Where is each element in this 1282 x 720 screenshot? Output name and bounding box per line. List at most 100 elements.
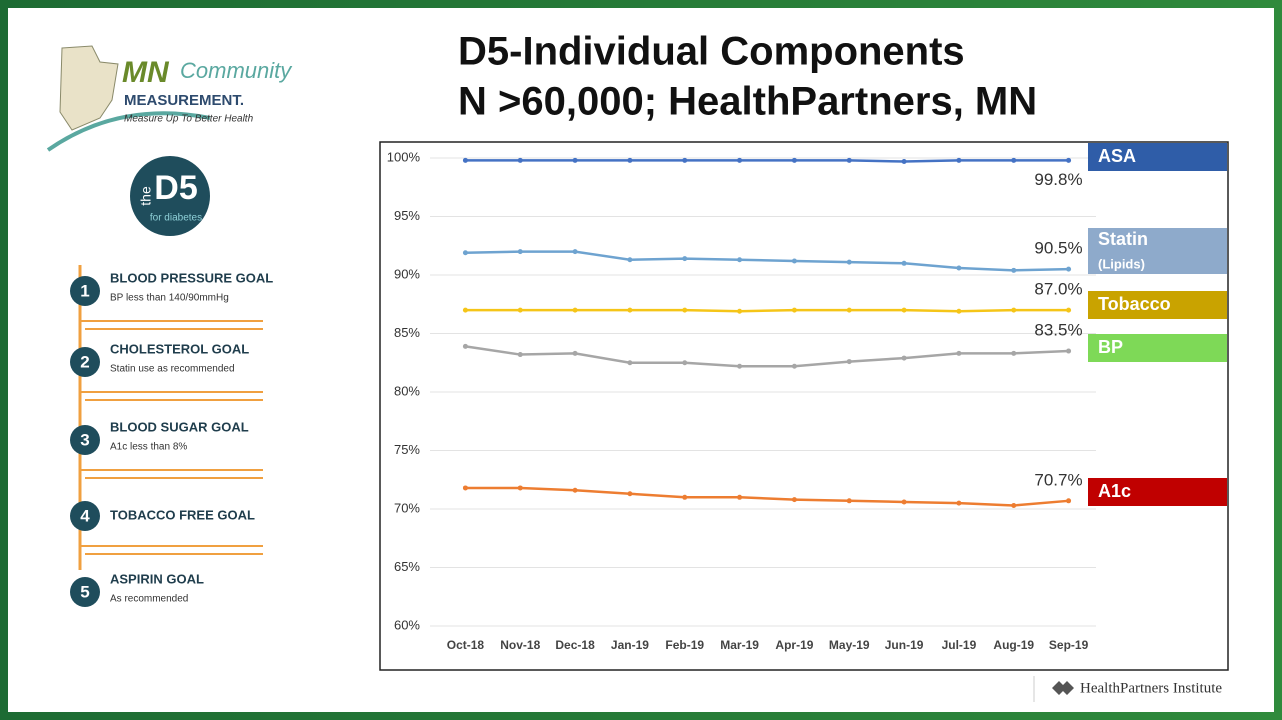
data-point (517, 249, 523, 255)
series-line (465, 308, 1069, 313)
y-tick-label: 95% (394, 208, 420, 223)
series-line (465, 250, 1069, 272)
title: D5-Individual Components (458, 30, 965, 74)
x-tick-label: Oct-18 (447, 638, 485, 652)
data-point (737, 363, 743, 369)
goal-detail: BP less than 140/90mmHg (110, 293, 229, 304)
y-tick-label: 75% (394, 442, 420, 457)
data-point (1066, 348, 1072, 354)
x-tick-label: Mar-19 (720, 638, 759, 652)
data-point (627, 360, 633, 366)
badge-sub: for diabetes (150, 213, 202, 224)
goal-badge (70, 347, 100, 377)
data-point (956, 308, 962, 314)
data-point (1066, 498, 1072, 504)
x-tick-label: Feb-19 (665, 638, 704, 652)
y-tick-label: 70% (394, 500, 420, 515)
footer-brand: HealthPartners Institute (1080, 680, 1222, 696)
data-point (791, 307, 797, 313)
data-point (846, 259, 852, 265)
data-point (846, 157, 852, 163)
goal-badge (70, 577, 100, 607)
data-point (682, 307, 688, 313)
legend-label: Tobacco (1098, 294, 1171, 314)
series-line (465, 486, 1069, 507)
x-tick-label: Sep-19 (1049, 638, 1089, 652)
legend-label: A1c (1098, 481, 1131, 501)
legend-label: BP (1098, 337, 1123, 357)
data-point (846, 307, 852, 313)
x-tick-label: Jun-19 (885, 638, 924, 652)
data-point (627, 307, 633, 313)
legend-swatch (1088, 143, 1227, 171)
data-point (846, 359, 852, 365)
goal-detail: As recommended (110, 594, 188, 605)
x-tick-label: May-19 (829, 638, 870, 652)
data-point (901, 499, 907, 505)
data-point (737, 494, 743, 500)
logo-mn: MN (122, 56, 170, 89)
data-point (572, 307, 578, 313)
data-point (682, 494, 688, 500)
data-point (1066, 266, 1072, 272)
series-line (465, 159, 1069, 163)
legend-swatch (1088, 228, 1227, 274)
data-point (462, 157, 468, 163)
data-point (572, 350, 578, 356)
goal-number: 5 (80, 582, 89, 601)
y-tick-label: 80% (394, 383, 420, 398)
value-label: 99.8% (1034, 170, 1082, 189)
goal-badge (70, 276, 100, 306)
legend-swatch (1088, 291, 1227, 319)
goal-detail: A1c less than 8% (110, 442, 187, 453)
data-point (627, 157, 633, 163)
chart-frame (379, 141, 1229, 671)
y-tick-label: 60% (394, 617, 420, 632)
value-label: 90.5% (1034, 239, 1082, 258)
y-tick-label: 90% (394, 266, 420, 281)
data-point (1066, 157, 1072, 163)
goal-number: 3 (80, 430, 89, 449)
x-tick-label: Nov-18 (500, 638, 540, 652)
legend-label: ASA (1098, 146, 1136, 166)
data-point (572, 487, 578, 493)
badge-d5: D5 (154, 169, 197, 207)
badge-the: the (138, 186, 154, 206)
x-tick-label: Jul-19 (942, 638, 977, 652)
y-tick-label: 100% (387, 149, 421, 164)
data-point (517, 485, 523, 491)
goal-badge (70, 501, 100, 531)
logo-swoosh (46, 111, 211, 152)
data-point (1011, 307, 1017, 313)
goal-number: 2 (80, 352, 89, 371)
goal-number: 1 (80, 281, 89, 300)
data-point (462, 250, 468, 256)
logo-map (59, 45, 119, 131)
data-point (682, 157, 688, 163)
y-tick-label: 65% (394, 559, 420, 574)
goal-title: BLOOD SUGAR GOAL (110, 419, 249, 434)
data-point (572, 157, 578, 163)
data-point (462, 485, 468, 491)
legend-swatch (1088, 478, 1227, 506)
data-point (791, 157, 797, 163)
goal-title: TOBACCO FREE GOAL (110, 507, 255, 522)
data-point (517, 307, 523, 313)
data-point (956, 500, 962, 506)
data-point (956, 265, 962, 271)
data-point (901, 307, 907, 313)
goal-title: ASPIRIN GOAL (110, 571, 204, 586)
data-point (462, 343, 468, 349)
data-point (791, 363, 797, 369)
data-point (682, 360, 688, 366)
data-point (901, 159, 907, 165)
data-point (682, 256, 688, 262)
footer-logo (1052, 681, 1074, 695)
goal-badge (70, 425, 100, 455)
data-point (791, 258, 797, 264)
badge (130, 156, 210, 236)
subtitle: N >60,000; HealthPartners, MN (458, 80, 1037, 124)
goal-detail: Statin use as recommended (110, 364, 235, 375)
logo-community: Community (180, 58, 293, 83)
